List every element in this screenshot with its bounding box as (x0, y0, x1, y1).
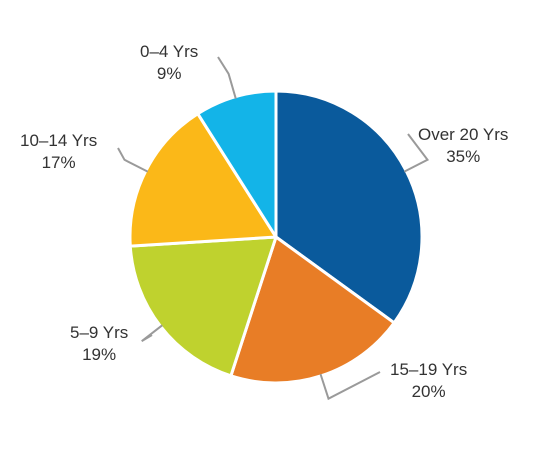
slice-label-0: Over 20 Yrs (418, 125, 508, 144)
slice-labels: Over 20 Yrs 35% 15–19 Yrs 20% 5–9 Yrs 19% 10–1… (20, 42, 508, 401)
leader-line-3 (117, 147, 149, 173)
leader-line-1 (319, 371, 381, 401)
leader-line-2 (141, 324, 163, 343)
leader-line-0 (403, 133, 430, 173)
slice-label-4: 0–4 Yrs (140, 42, 198, 61)
leader-lines (117, 56, 430, 401)
slice-percent-0: 35% (446, 147, 480, 166)
slice-label-2: 5–9 Yrs (70, 323, 128, 342)
slice-label-3: 10–14 Yrs (20, 131, 97, 150)
slice-percent-3: 17% (42, 153, 76, 172)
pie-slices (128, 89, 424, 385)
slice-label-1: 15–19 Yrs (390, 360, 467, 379)
leader-line-4 (217, 56, 237, 99)
slice-percent-4: 9% (157, 64, 182, 83)
slice-percent-2: 19% (82, 345, 116, 364)
slice-percent-1: 20% (412, 382, 446, 401)
